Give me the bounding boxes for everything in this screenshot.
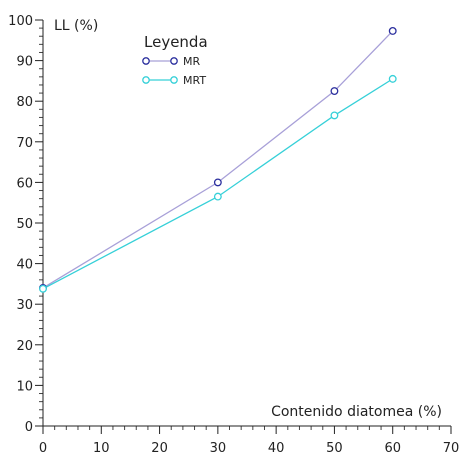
legend-label: MRT bbox=[183, 74, 206, 87]
y-ticks: 0 10 20 30 40 50 60 70 80 90 100 bbox=[8, 14, 43, 435]
series-layer bbox=[40, 28, 396, 292]
data-point-mr bbox=[389, 28, 396, 35]
y-tick-label: 40 bbox=[16, 258, 33, 273]
legend-swatch-marker bbox=[143, 58, 149, 64]
data-point-mrt bbox=[40, 285, 47, 292]
legend-label: MR bbox=[183, 55, 200, 68]
x-tick-label: 40 bbox=[268, 441, 285, 456]
x-tick-label: 70 bbox=[443, 441, 460, 456]
y-tick-label: 80 bbox=[16, 95, 33, 110]
legend-item-mr: MR bbox=[143, 55, 201, 68]
y-tick-label: 60 bbox=[16, 176, 33, 191]
x-tick-label: 60 bbox=[384, 441, 401, 456]
legend-item-mrt: MRT bbox=[143, 74, 207, 87]
x-tick-label: 50 bbox=[326, 441, 343, 456]
data-point-mrt bbox=[331, 112, 338, 119]
y-tick-label: 50 bbox=[16, 217, 33, 232]
x-axis-title: Contenido diatomea (%) bbox=[271, 404, 442, 420]
y-tick-label: 90 bbox=[16, 55, 33, 70]
x-tick-label: 30 bbox=[210, 441, 227, 456]
legend-swatch-marker bbox=[171, 58, 177, 64]
y-tick-label: 70 bbox=[16, 136, 33, 151]
legend-items: MR MRT bbox=[143, 55, 207, 87]
x-tick-label: 10 bbox=[93, 441, 110, 456]
minor-ticks bbox=[39, 28, 439, 430]
series-line-mr bbox=[43, 31, 393, 288]
x-ticks: 0 10 20 30 40 50 60 70 bbox=[39, 426, 459, 456]
y-tick-label: 20 bbox=[16, 339, 33, 354]
legend-swatch-marker bbox=[171, 77, 177, 83]
data-point-mr bbox=[331, 88, 338, 95]
legend: Leyenda MR MRT bbox=[143, 33, 208, 87]
y-axis-title: LL (%) bbox=[54, 18, 98, 34]
y-tick-label: 30 bbox=[16, 298, 33, 313]
x-tick-label: 0 bbox=[39, 441, 47, 456]
y-tick-label: 10 bbox=[16, 379, 33, 394]
series-mr bbox=[40, 28, 396, 292]
y-tick-label: 100 bbox=[8, 14, 33, 29]
legend-swatch-marker bbox=[143, 77, 149, 83]
y-tick-label: 0 bbox=[25, 420, 33, 435]
legend-title: Leyenda bbox=[144, 33, 208, 51]
data-point-mr bbox=[215, 179, 222, 186]
data-point-mrt bbox=[389, 76, 396, 83]
data-point-mrt bbox=[215, 193, 222, 200]
x-tick-label: 20 bbox=[151, 441, 168, 456]
